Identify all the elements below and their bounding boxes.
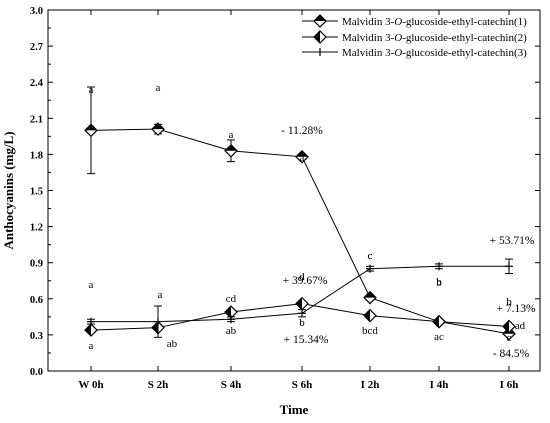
significance-letter: a (300, 152, 305, 164)
x-tick-label: I 6h (500, 379, 519, 391)
change-annotation: - 11.28% (281, 125, 323, 137)
series-2 (84, 296, 516, 337)
change-annotation: + 7.13% (496, 303, 535, 315)
diamond-marker-fill (152, 123, 164, 130)
series-3 (87, 258, 513, 338)
diamond-marker-fill (503, 320, 509, 333)
diamond-marker-fill (364, 309, 370, 322)
change-annotation: + 15.34% (284, 334, 329, 346)
y-tick-label: 0.0 (30, 367, 43, 378)
x-axis: W 0h S 2h S 4h S 6h I 2h I 4h I 6h (78, 10, 518, 391)
x-tick-label: S 4h (221, 379, 242, 391)
diamond-marker-fill (364, 291, 376, 298)
legend-label: Malvidin 3-O-glucoside-ethyl-catechin(2) (342, 32, 527, 44)
change-annotation: + 53.71% (490, 235, 535, 247)
diamond-marker-fill (225, 306, 231, 319)
change-annotation: + 39.67% (283, 275, 328, 287)
significance-letter: bcd (362, 325, 378, 337)
annotations: - 11.28% + 39.67% + 15.34% + 53.71% + 7.13% -… (281, 125, 536, 360)
x-tick-label: W 0h (78, 379, 103, 391)
significance-letter: a (229, 129, 234, 141)
y-tick-label: 1.8 (30, 150, 43, 161)
diamond-marker-fill (433, 315, 439, 328)
significance-letter: ac (434, 331, 444, 343)
significance-letter: a (89, 279, 94, 291)
y-tick-label: 2.4 (30, 78, 44, 89)
diamond-marker-fill (296, 297, 302, 310)
significance-letter: c (507, 332, 512, 344)
legend-item: Malvidin 3-O-glucoside-ethyl-catechin(2) (302, 30, 527, 44)
y-tick-label: 0.3 (30, 331, 43, 342)
significance-letter: d (299, 271, 305, 283)
significance-letter: ab (226, 325, 237, 337)
significance-letter: c (368, 250, 373, 262)
significance-letter: c (368, 250, 373, 262)
significance-letter: b (506, 296, 512, 308)
diamond-marker-fill (152, 321, 158, 334)
change-annotation: - 84.5% (493, 348, 530, 360)
significance-letter: ab (167, 338, 178, 350)
y-tick-label: 2.7 (30, 42, 43, 53)
y-axis-label: Anthocyanins (mg/L) (1, 131, 16, 249)
diamond-marker-fill (314, 31, 320, 43)
x-tick-label: I 2h (361, 379, 380, 391)
legend-item: Malvidin 3-O-glucoside-ethyl-catechin(3) (302, 47, 527, 59)
significance-letter: a (156, 82, 161, 94)
x-tick-label: S 2h (148, 379, 169, 391)
x-tick-label: I 4h (430, 379, 449, 391)
diamond-marker-fill (225, 144, 237, 151)
legend-label: Malvidin 3-O-glucoside-ethyl-catechin(3) (342, 47, 527, 59)
plot-area-border (47, 9, 541, 372)
diamond-marker-fill (85, 124, 97, 131)
significance-letter: a (89, 340, 94, 352)
significance-letter: cd (226, 293, 237, 305)
y-tick-label: 2.1 (30, 114, 43, 125)
significance-letter: a (89, 84, 94, 96)
significance-letter: ad (515, 320, 526, 332)
x-tick-label: S 6h (292, 379, 313, 391)
diamond-marker-fill (85, 324, 91, 337)
legend-label: Malvidin 3-O-glucoside-ethyl-catechin(1) (342, 16, 527, 28)
legend: Malvidin 3-O-glucoside-ethyl-catechin(1)… (302, 14, 527, 59)
y-tick-label: 1.2 (30, 223, 43, 234)
significance-letter: b (299, 317, 305, 329)
y-axis: 0.0 0.3 0.6 0.9 1.2 1.5 1.8 2.1 2.4 2.7 3.0 (30, 6, 540, 378)
diamond-marker-fill (296, 150, 308, 157)
significance-letter: b (436, 277, 442, 289)
y-tick-label: 3.0 (30, 6, 43, 17)
y-tick-label: 0.9 (30, 259, 43, 270)
legend-item: Malvidin 3-O-glucoside-ethyl-catechin(1) (302, 14, 527, 28)
series-layer (84, 86, 516, 341)
diamond-marker-fill (314, 15, 326, 21)
x-axis-label: Time (280, 402, 309, 417)
y-tick-label: 0.6 (30, 295, 43, 306)
significance-letter: a (158, 289, 163, 301)
significance-letter: b (436, 276, 442, 288)
plot-frame (47, 9, 541, 372)
y-tick-label: 1.5 (30, 187, 43, 198)
